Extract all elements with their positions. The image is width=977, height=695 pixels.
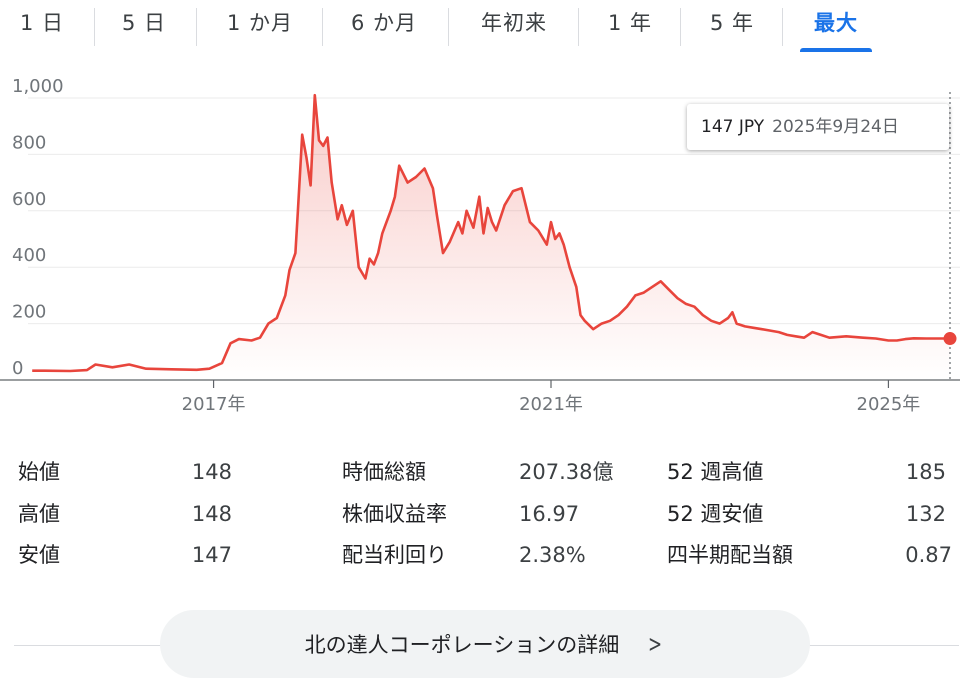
tab-5d[interactable]: 5 日 (121, 11, 167, 35)
stat-value-open: 148 (191, 460, 232, 484)
stat-label-52w-low: 52 週安値 (667, 502, 764, 526)
stat-value-dividend-yield: 2.38% (519, 543, 586, 567)
y-axis: 0 200 400 600 800 1,000 (12, 76, 64, 379)
y-tick-label: 0 (12, 358, 23, 379)
y-tick-label: 600 (12, 189, 46, 210)
stats-row: 安値 147 配当利回り 2.38% 四半期配当額 0.87 (0, 535, 977, 575)
tab-divider (782, 8, 783, 46)
stats-row: 高値 148 株価収益率 16.97 52 週安値 132 (0, 494, 977, 534)
stat-value-low: 147 (191, 543, 232, 567)
x-tick-label: 2017年 (182, 394, 246, 415)
chevron-right-icon: > (648, 630, 663, 658)
y-tick-label: 200 (12, 302, 46, 323)
tab-divider (578, 8, 579, 46)
stat-label-low: 安値 (18, 543, 60, 567)
tab-divider (196, 8, 197, 46)
active-tab-indicator (800, 48, 872, 52)
range-tabs: 1 日 5 日 1 か月 6 か月 年初来 1 年 5 年 最大 (0, 0, 977, 52)
stat-label-dividend-yield: 配当利回り (342, 543, 447, 567)
current-price-dot (943, 332, 957, 346)
y-tick-label: 800 (12, 132, 46, 153)
stat-value-quarterly-dividend: 0.87 (905, 543, 952, 567)
tab-ytd[interactable]: 年初来 (481, 11, 547, 35)
tab-max[interactable]: 最大 (800, 0, 872, 52)
tab-divider (448, 8, 449, 46)
tab-max-label: 最大 (814, 11, 858, 35)
stats-row: 始値 148 時価総額 207.38億 52 週高値 185 (0, 452, 977, 492)
stat-label-open: 始値 (18, 460, 60, 484)
x-axis: 2017年 2021年 2025年 (182, 380, 921, 415)
tab-5y[interactable]: 5 年 (709, 11, 755, 35)
stat-value-52w-low: 132 (905, 502, 946, 526)
company-details-label: 北の達人コーポレーションの詳細 (304, 633, 620, 657)
stat-label-pe-ratio: 株価収益率 (342, 502, 447, 526)
tab-1y[interactable]: 1 年 (607, 11, 653, 35)
stat-value-market-cap: 207.38億 (519, 460, 614, 484)
price-tooltip: 147 JPY 2025年9月24日 (687, 104, 949, 150)
stat-value-high: 148 (191, 502, 232, 526)
y-tick-label: 1,000 (12, 76, 64, 97)
tab-divider (94, 8, 95, 46)
y-tick-label: 400 (12, 245, 46, 266)
tab-divider (680, 8, 681, 46)
tab-1m[interactable]: 1 か月 (226, 11, 294, 35)
stat-label-high: 高値 (18, 502, 60, 526)
tab-6m[interactable]: 6 か月 (350, 11, 418, 35)
price-area (32, 95, 950, 380)
tooltip-date: 2025年9月24日 (772, 117, 899, 137)
tooltip-price: 147 JPY (701, 117, 765, 137)
stat-value-pe-ratio: 16.97 (519, 502, 580, 526)
tab-1d[interactable]: 1 日 (19, 11, 65, 35)
company-details-button[interactable]: 北の達人コーポレーションの詳細 > (160, 610, 810, 678)
tab-divider (322, 8, 323, 46)
stat-label-market-cap: 時価総額 (342, 460, 426, 484)
price-chart[interactable]: 0 200 400 600 800 1,000 2017年 2021年 2025年 (0, 60, 977, 430)
stat-value-52w-high: 185 (905, 460, 946, 484)
x-tick-label: 2025年 (857, 394, 921, 415)
stat-label-52w-high: 52 週高値 (667, 460, 764, 484)
x-tick-label: 2021年 (519, 394, 583, 415)
price-line (32, 93, 950, 373)
stat-label-quarterly-dividend: 四半期配当額 (667, 543, 793, 567)
